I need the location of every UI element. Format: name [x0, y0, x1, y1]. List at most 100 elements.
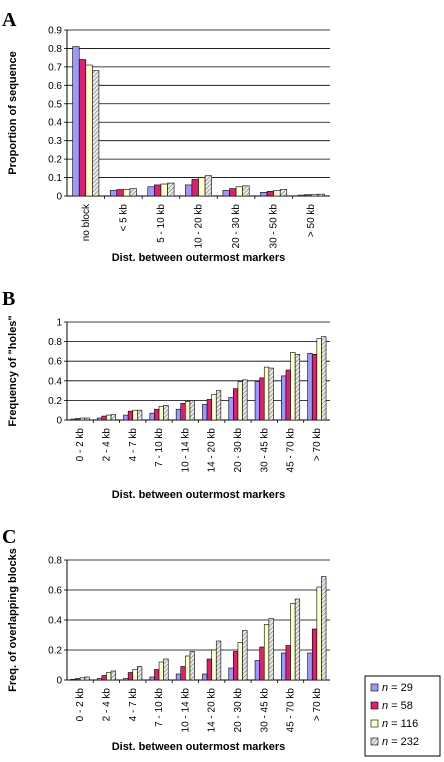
x-tick-label: 14 - 20 kb	[207, 688, 218, 733]
bar	[254, 660, 260, 681]
y-tick-label: 0.6	[48, 586, 62, 597]
legend-n: n	[382, 682, 388, 694]
bar	[317, 193, 325, 197]
bar	[185, 401, 191, 421]
bar	[158, 661, 164, 681]
bar	[281, 652, 287, 681]
x-tick-label: 2 - 4 kb	[101, 428, 112, 462]
y-tick-label: 0.8	[48, 337, 62, 348]
bar	[316, 586, 322, 681]
bar	[109, 190, 118, 197]
bar	[237, 642, 243, 681]
bar	[290, 352, 296, 421]
bar	[147, 186, 155, 197]
x-tick-label: 45 - 70 kb	[286, 688, 297, 733]
bar	[163, 404, 169, 421]
legend-swatch	[370, 737, 379, 746]
bar	[149, 676, 155, 681]
bar	[158, 405, 164, 421]
y-tick-label: 0.2	[48, 155, 62, 166]
bar	[294, 598, 301, 681]
bar	[123, 414, 129, 421]
legend-item: n = 232	[370, 736, 419, 748]
bar	[235, 186, 243, 197]
y-tick-label: 0.6	[48, 81, 62, 92]
bar	[254, 381, 260, 421]
bar	[259, 646, 265, 681]
bar	[137, 666, 143, 681]
x-tick-label: 20 - 30 kb	[233, 428, 244, 473]
bar	[215, 390, 222, 421]
bar	[311, 354, 318, 421]
bar	[180, 403, 186, 421]
bar	[106, 414, 112, 421]
bar	[154, 184, 162, 197]
x-axis-title: Dist. between outermost markers	[112, 741, 286, 753]
bar	[189, 400, 195, 421]
bar	[206, 399, 212, 421]
bar	[132, 409, 138, 421]
bar	[96, 678, 103, 681]
legend-label: = 116	[388, 718, 418, 730]
bar	[228, 397, 234, 421]
bar	[72, 46, 80, 197]
svg-text:n = 232: n = 232	[382, 736, 419, 748]
y-tick-label: 0.3	[48, 136, 62, 147]
legend-swatch	[370, 701, 379, 710]
bar	[321, 336, 327, 421]
y-tick-label: 0.4	[48, 118, 62, 129]
bar	[137, 409, 143, 421]
bar	[211, 394, 217, 421]
bar	[123, 678, 129, 681]
bar	[297, 194, 305, 197]
bar	[263, 624, 270, 681]
bar	[116, 189, 124, 197]
bar	[211, 649, 217, 681]
bar	[202, 673, 208, 681]
bar	[311, 628, 318, 681]
svg-text:n = 29: n = 29	[382, 682, 413, 694]
bar	[127, 672, 134, 681]
bar	[268, 618, 274, 681]
y-tick-label: 0.4	[48, 616, 62, 627]
bar	[321, 576, 327, 681]
x-tick-label: > 70 kb	[312, 428, 323, 462]
bar	[110, 670, 116, 681]
legend-n: n	[382, 736, 388, 748]
bar	[268, 367, 274, 421]
bar	[78, 59, 87, 197]
x-tick-label: 7 - 10 kb	[154, 428, 165, 467]
bar	[79, 677, 86, 681]
bar	[237, 381, 243, 421]
bar	[149, 412, 155, 421]
x-axis-title: Dist. between outermost markers	[112, 489, 286, 501]
bar	[279, 189, 288, 197]
bar	[215, 640, 222, 681]
x-tick-label: 4 - 7 kb	[128, 428, 139, 462]
bar	[189, 651, 195, 681]
bar	[266, 191, 274, 197]
bar	[185, 184, 193, 197]
x-tick-label: 0 - 2 kb	[75, 688, 86, 722]
bar	[101, 675, 107, 681]
x-tick-label: 30 - 50 kb	[269, 204, 280, 249]
legend-swatch	[370, 683, 379, 692]
x-tick-label: no block	[81, 203, 92, 241]
y-tick-label: 0.2	[48, 396, 62, 407]
bar	[110, 414, 116, 421]
bar	[191, 179, 199, 197]
y-tick-label: 0.4	[48, 376, 62, 387]
legend-item: n = 116	[370, 718, 418, 730]
legend-label: = 29	[388, 682, 413, 694]
legend-label: = 232	[388, 736, 419, 748]
bar	[233, 388, 239, 421]
panel-letter-c: C	[2, 526, 16, 548]
bar	[163, 658, 169, 681]
chart-a: 0 0.1 0.2 0.3 0.4 0.5 0.6 0.7 0.8 0.9 no block < 5 …	[7, 26, 330, 264]
bar	[307, 652, 313, 681]
legend-n: n	[382, 700, 388, 712]
y-tick-label: 0.2	[48, 646, 62, 657]
panel-letter-a: A	[2, 9, 17, 31]
bar	[132, 669, 138, 681]
